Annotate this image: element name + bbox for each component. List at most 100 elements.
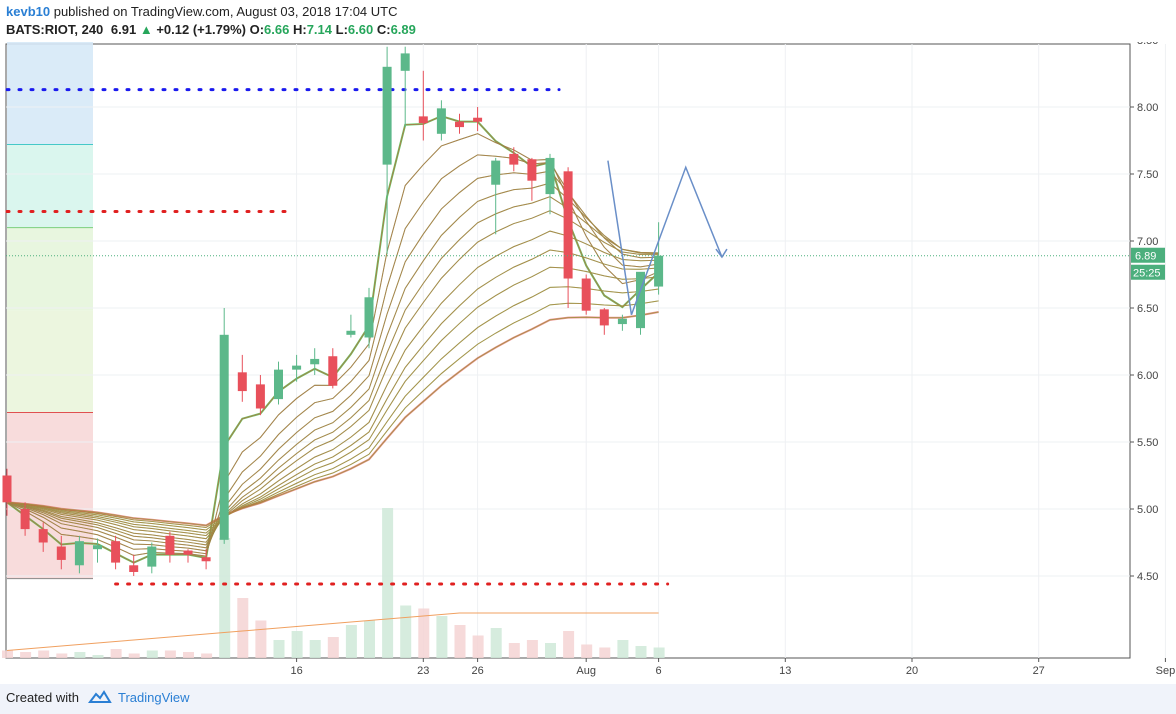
- volume-ma-line: [6, 612, 659, 651]
- price-tag-value: 6.89: [1135, 251, 1156, 263]
- volume-bar: [201, 653, 213, 658]
- volume-bar: [237, 598, 249, 658]
- candle-body: [545, 157, 555, 195]
- volume-bar: [56, 653, 68, 658]
- candle-body: [418, 116, 428, 124]
- y-tick-label: 6.00: [1137, 370, 1158, 382]
- fib-zone: [7, 310, 93, 413]
- price-chart[interactable]: 4.50 5.00 5.50 6.00 6.50 7.00 7.50 8.00 8.50 16 23…: [0, 26, 1176, 684]
- author-link[interactable]: kevb10: [6, 4, 51, 19]
- y-tick-label: 7.00: [1137, 236, 1158, 248]
- candle-body: [400, 53, 410, 71]
- published-text: published on TradingView.com, August 03,…: [53, 4, 398, 19]
- candle-body: [509, 153, 519, 165]
- high-value: 7.14: [306, 22, 333, 37]
- last-price: 6.91: [110, 22, 137, 37]
- red-ribbon-ma: [6, 300, 659, 529]
- x-tick-label: Aug: [576, 665, 596, 677]
- candle-body: [382, 66, 392, 165]
- volume-bar: [128, 653, 140, 658]
- candle-body: [38, 529, 48, 543]
- candle-body: [255, 384, 265, 409]
- candle-body: [56, 546, 66, 560]
- candle-body: [617, 318, 627, 325]
- candle-body: [165, 535, 175, 555]
- y-axis: 4.50 5.00 5.50 6.00 6.50 7.00 7.50 8.00 8.50: [1130, 35, 1158, 583]
- symbol-label: BATS:RIOT, 240: [6, 22, 104, 37]
- volume-bar: [309, 640, 321, 658]
- x-tick-label: 27: [1033, 665, 1045, 677]
- open-label: O:: [249, 22, 265, 37]
- volume-bar: [382, 508, 394, 658]
- y-tick-label: 8.00: [1137, 102, 1158, 114]
- volume-bar: [183, 652, 194, 658]
- candle-body: [491, 160, 501, 185]
- plot-frame: [5, 43, 1131, 659]
- red-ribbon-ma: [6, 286, 659, 531]
- created-with-text: Created with: [6, 690, 79, 705]
- projection-path: [607, 160, 723, 315]
- tradingview-link[interactable]: TradingView: [118, 690, 190, 705]
- volume-bar: [436, 616, 448, 658]
- volume-bar: [110, 649, 122, 658]
- chart-area[interactable]: 4.50 5.00 5.50 6.00 6.50 7.00 7.50 8.00 8.50 16 23…: [0, 26, 1176, 684]
- volume-bar: [508, 643, 520, 658]
- volume-bar: [20, 652, 32, 658]
- candle-body: [183, 550, 193, 555]
- volume-bar: [364, 620, 375, 658]
- up-arrow-icon: ▲: [139, 22, 153, 37]
- candle-body: [147, 546, 157, 567]
- volume-bar: [545, 643, 556, 658]
- volume-bar: [146, 650, 158, 658]
- candle-body: [563, 171, 573, 279]
- fib-zone: [7, 144, 93, 228]
- candle-body: [219, 334, 229, 540]
- volume-bar: [219, 538, 231, 658]
- y-tick-label: 4.50: [1137, 571, 1158, 583]
- candle-body: [93, 545, 102, 550]
- symbol-info-line: BATS:RIOT, 240 6.91 ▲ +0.12 (+1.79%) O:6…: [6, 22, 416, 37]
- candle-body: [346, 330, 356, 335]
- volume-bar: [563, 631, 575, 658]
- x-axis: 16 23 26 Aug 6 13 20 27 Sep: [290, 658, 1175, 677]
- volume-bar: [526, 640, 538, 658]
- volume-bar: [472, 635, 484, 658]
- volume-bar: [164, 650, 176, 658]
- candle-body: [654, 255, 664, 287]
- publish-line: kevb10 published on TradingView.com, Aug…: [6, 4, 397, 19]
- y-tick-label: 5.00: [1137, 504, 1158, 516]
- y-tick-label: 8.50: [1137, 42, 1158, 47]
- candle-body: [2, 475, 12, 503]
- y-tick-label: 7.50: [1137, 169, 1158, 181]
- projection-arrowhead: [715, 248, 728, 259]
- chart-header: kevb10 published on TradingView.com, Aug…: [0, 0, 1176, 42]
- fib-zone: [7, 26, 93, 145]
- countdown-tag-bg: [1131, 264, 1165, 280]
- red-ribbon-ma: [6, 266, 659, 534]
- open-value: 6.66: [264, 22, 290, 37]
- volume-bar: [38, 650, 50, 658]
- x-tick-label: 6: [656, 665, 662, 677]
- x-tick-label: 23: [417, 665, 429, 677]
- volume-bar: [490, 628, 502, 658]
- x-tick-label: 13: [779, 665, 791, 677]
- footer: Created with TradingView: [0, 684, 1176, 714]
- red-ribbon-ma: [6, 230, 659, 540]
- low-value: 6.60: [347, 22, 374, 37]
- candle-body: [292, 365, 302, 370]
- candle-body: [636, 271, 645, 329]
- candle-body: [201, 557, 211, 562]
- volume-bar: [92, 655, 104, 658]
- candle-body: [473, 117, 483, 122]
- tradingview-logo-icon[interactable]: [88, 689, 112, 705]
- countdown-tag-value: 25:25: [1133, 268, 1161, 280]
- candle-body: [364, 297, 374, 338]
- volume-bar: [291, 631, 303, 658]
- candle-body: [310, 358, 320, 365]
- candle-body: [581, 278, 591, 311]
- volume-bar: [327, 637, 339, 658]
- volume-bar: [273, 640, 285, 658]
- candle-body: [129, 565, 139, 572]
- volume-bar: [418, 608, 430, 658]
- candle-body: [237, 372, 247, 392]
